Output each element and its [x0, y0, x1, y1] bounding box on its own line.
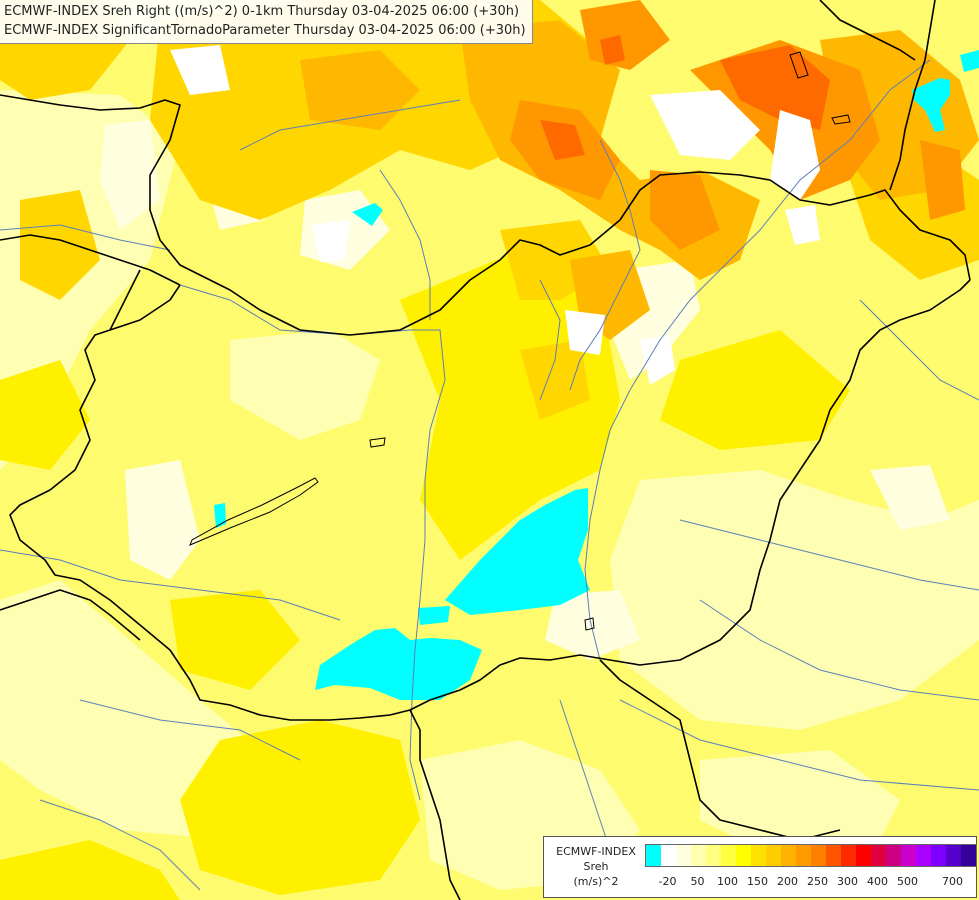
border-far-north [819, 0, 916, 61]
legend-title-line-1: ECMWF-INDEX [556, 845, 636, 858]
river-tisza [584, 59, 931, 661]
color-legend: ECMWF-INDEX Sreh (m/s)^2 -20 50 100 150 200 2… [543, 836, 977, 898]
legend-swatch [796, 845, 811, 866]
cyan-area-east [912, 78, 950, 132]
legend-swatch [751, 845, 766, 866]
legend-swatch [676, 845, 691, 866]
legend-ticks: -20 50 100 150 200 250 300 400 500 700 [645, 875, 975, 889]
legend-swatch [721, 845, 736, 866]
white-gaps [170, 45, 820, 385]
border-north [0, 94, 971, 336]
legend-swatch [961, 845, 976, 866]
legend-title-line-3: (m/s)^2 [573, 875, 619, 888]
border-west [9, 284, 391, 721]
cyan-area-north [352, 203, 383, 226]
legend-tick-label: 100 [717, 875, 738, 888]
border-north-west [0, 234, 181, 286]
legend-swatch [781, 845, 796, 866]
cyan-field [214, 50, 979, 700]
lake-balaton [189, 477, 319, 546]
legend-tick-label: 400 [867, 875, 888, 888]
legend-swatch [856, 845, 871, 866]
legend-swatch [946, 845, 961, 866]
river-danube [179, 284, 446, 801]
legend-title: ECMWF-INDEX Sreh (m/s)^2 [548, 844, 644, 889]
legend-tick-label: 300 [837, 875, 858, 888]
red-orange-field [540, 35, 830, 160]
legend-color-bar [645, 844, 977, 867]
cyan-area-edge [960, 50, 979, 72]
legend-swatch [931, 845, 946, 866]
legend-tick-label: 50 [690, 875, 705, 888]
legend-tick-label: 500 [897, 875, 918, 888]
cyan-area-central [445, 488, 590, 615]
map-title-box: ECMWF-INDEX Sreh Right ((m/s)^2) 0-1km T… [0, 0, 533, 44]
legend-tick-label: 250 [807, 875, 828, 888]
border-east [389, 279, 971, 716]
legend-tick-label: 700 [942, 875, 963, 888]
cyan-area-strip [418, 606, 450, 625]
border-west-upper [109, 269, 141, 331]
legend-swatch [691, 845, 706, 866]
legend-swatch [736, 845, 751, 866]
legend-tick-label: -20 [658, 875, 677, 888]
legend-tick-label: 150 [747, 875, 768, 888]
legend-swatch [901, 845, 916, 866]
yellow-field [0, 250, 850, 900]
legend-swatch [841, 845, 856, 866]
border-north-east [889, 0, 936, 191]
cyan-area-south [315, 628, 482, 700]
cyan-area-lake [214, 503, 226, 528]
legend-tick-label: 200 [777, 875, 798, 888]
lakes [189, 51, 851, 631]
legend-swatch [871, 845, 886, 866]
rivers [0, 59, 979, 891]
map-title-line-2: ECMWF-INDEX SignificantTornadoParameter … [4, 23, 526, 38]
legend-swatch [661, 845, 676, 866]
border-south-west [0, 589, 141, 641]
legend-swatch [811, 845, 826, 866]
legend-title-line-2: Sreh [583, 860, 609, 873]
legend-swatch [826, 845, 841, 866]
legend-swatch [766, 845, 781, 866]
border-south-east [599, 659, 841, 841]
legend-swatch [916, 845, 931, 866]
legend-swatch [706, 845, 721, 866]
map-title-line-1: ECMWF-INDEX Sreh Right ((m/s)^2) 0-1km T… [4, 4, 520, 19]
legend-swatch [646, 845, 661, 866]
legend-swatch [886, 845, 901, 866]
border-south [409, 709, 461, 900]
